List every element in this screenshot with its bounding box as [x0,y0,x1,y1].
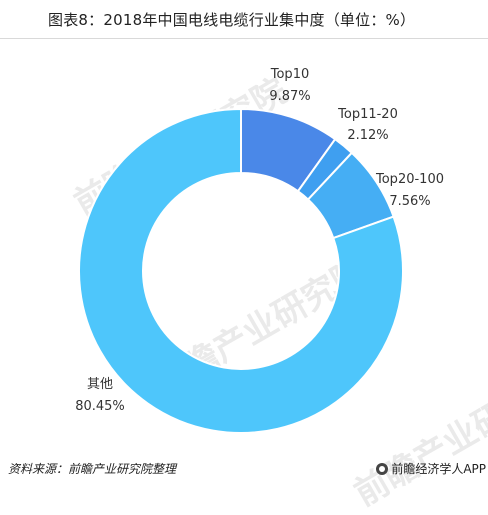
title-divider [0,38,488,39]
donut-chart: Top10 9.87% Top11-20 2.12% Top20-100 7.56% 其他 8… [75,67,444,434]
slice-category-label: Top20-100 [375,172,444,187]
slice-category-label: 其他 [87,377,113,392]
donut-slices [78,107,404,434]
source-note: 资料来源：前瞻产业研究院整理 [8,462,177,476]
qianzhan-logo-icon [376,462,389,475]
brand-footer: 前瞻经济学人APP [376,460,486,477]
slice-value-label: 2.12% [347,128,388,143]
slice-value-label: 80.45% [75,399,125,414]
donut-labels: Top10 9.87% Top11-20 2.12% Top20-100 7.56% 其他 8… [75,67,444,414]
slice-- [78,107,404,434]
slice-category-label: Top11-20 [337,107,398,122]
brand-name: 前瞻经济学人APP [391,462,486,476]
slice-value-label: 9.87% [269,89,310,104]
slice-value-label: 7.56% [389,194,430,209]
slice-category-label: Top10 [270,67,309,82]
chart-title: 图表8：2018年中国电线电缆行业集中度（单位：%） [48,11,416,29]
